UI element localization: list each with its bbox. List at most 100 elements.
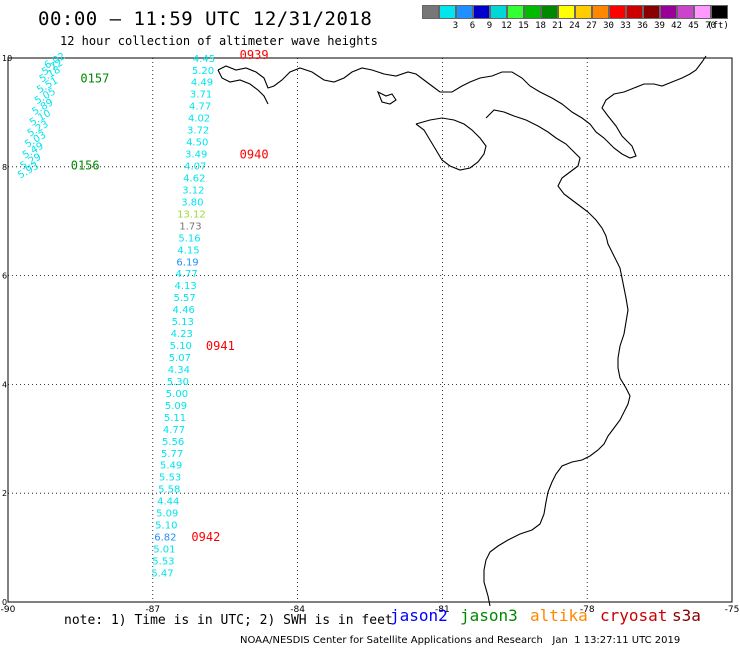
legend-label: 3 [452,21,459,31]
legend-swatch [711,5,728,19]
page-subtitle: 12 hour collection of altimeter wave hei… [60,34,378,48]
coastline-main [217,55,707,159]
x-tick-label: -84 [290,605,305,615]
wave-height-value: 5.09 [165,401,187,412]
satellite-jason2: jason2 [390,606,448,625]
legend-label: 18 [535,21,546,31]
legend-label: 45 [688,21,699,31]
wave-height-value: 5.56 [162,437,184,448]
wave-height-value: 4.02 [188,114,210,125]
coastline-west [217,69,269,105]
wave-height-value: 5.49 [160,461,182,472]
legend-label: 42 [671,21,682,31]
wave-height-value: 4.07 [184,162,206,173]
x-tick-label: -90 [1,605,16,615]
wave-height-value: 4.77 [163,425,185,436]
wave-height-value: 4.34 [168,365,190,376]
wave-height-value: 4.44 [157,497,179,508]
x-tick-label: -78 [580,605,595,615]
wave-height-value: 4.13 [174,281,196,292]
legend-label: 15 [518,21,529,31]
legend-label: 36 [637,21,648,31]
wave-height-value: 4.62 [183,173,205,184]
wave-height-value: 5.11 [164,413,186,424]
wave-height-value: 5.00 [166,389,188,400]
y-tick-label: 0 [2,598,7,607]
pass-time-label: 0940 [240,148,269,162]
wave-height-value: 5.58 [158,485,180,496]
credit-footer: NOAA/NESDIS Center for Satellite Applica… [240,635,681,646]
wave-height-value: 6.19 [176,257,198,268]
legend-label: 70 [705,21,716,31]
y-tick-label: 8 [2,163,7,172]
pass-time-label: 0156 [71,159,100,173]
units-note: note: 1) Time is in UTC; 2) SWH is in fe… [64,613,393,628]
legend-swatch [541,5,558,19]
satellite-altika: altika [530,606,588,625]
legend-swatch [609,5,626,19]
wave-height-value: 5.20 [192,66,214,77]
wave-height-value: 5.47 [151,568,173,579]
x-tick-label: -81 [435,605,450,615]
pass-time-label: 0941 [206,339,235,353]
wave-height-value: 5.30 [167,377,189,388]
legend-unit: (ft) [707,21,729,31]
wave-height-value: 5.53 [152,556,174,567]
wave-height-value: 5.10 [170,341,192,352]
wave-height-value: 5.53 [159,473,181,484]
coastline [217,55,707,607]
wave-height-value: 4.15 [177,245,199,256]
legend-label: 6 [469,21,476,31]
y-tick-label: 4 [2,380,7,389]
legend-swatch [507,5,524,19]
wave-height-value: 5.10 [155,521,177,532]
wave-height-value: 3.71 [190,90,212,101]
wave-height-value: 4.77 [175,269,197,280]
wave-height-value: 4.77 [189,102,211,113]
map-frame [7,57,733,603]
wave-height-value: 4.50 [186,138,208,149]
legend-swatch [473,5,490,19]
wave-height-value: 4.49 [191,78,213,89]
legend-swatch [575,5,592,19]
legend-swatch [592,5,609,19]
wave-height-value: 5.13 [172,317,194,328]
altimeter-track-west: 6.025.725.185.515.055.895.105.235.035.49… [16,51,67,182]
page-title: 00:00 — 11:59 UTC 12/31/2018 [38,8,373,30]
wave-height-value: 1.73 [179,221,201,232]
satellite-s3a: s3a [672,606,701,625]
wave-height-value: 3.49 [185,150,207,161]
wave-height-value: 3.72 [187,126,209,137]
wave-height-value: 5.07 [169,353,191,364]
wave-height-value: 3.80 [181,197,203,208]
coastline-bay [415,117,487,171]
wave-height-value: 5.01 [153,544,175,555]
axis-tick-labels: -90 -87 -84 -81 -78 -75 0 2 4 6 8 10 [1,54,740,615]
wave-height-value: 5.77 [161,449,183,460]
wave-height-value: 5.16 [178,233,200,244]
satellite-jason3: jason3 [460,606,518,625]
coastline-gulf [483,109,631,607]
wave-height-value: 6.82 [154,533,176,544]
legend-label: 30 [603,21,614,31]
wave-height-value: 5.09 [156,509,178,520]
legend-swatch [456,5,473,19]
coastline-island [376,90,397,105]
legend-label: 9 [486,21,493,31]
x-tick-label: -75 [725,605,740,615]
legend-swatch [626,5,643,19]
wave-height-value: 4.23 [171,329,193,340]
legend-swatch [677,5,694,19]
wave-height-value: 13.12 [177,209,206,220]
pass-time-label: 0942 [191,530,220,544]
wave-height-value: 5.57 [174,293,196,304]
pass-time-labels: 0939 0940 0941 0942 0157 0156 [71,48,269,544]
pass-time-label: 0939 [240,48,269,62]
legend-swatch [694,5,711,19]
satellite-cryosat: cryosat [600,606,668,625]
legend-label: 24 [569,21,580,31]
legend-label: 12 [501,21,512,31]
x-tick-label: -87 [145,605,160,615]
y-tick-label: 2 [2,489,7,498]
